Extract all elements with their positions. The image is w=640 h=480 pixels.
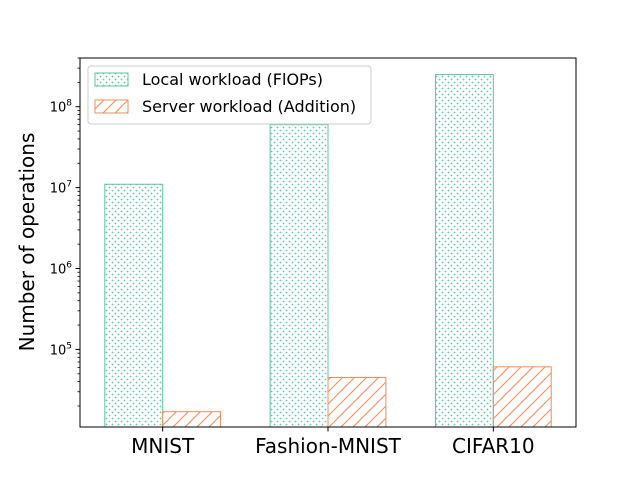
bar-local-cifar10 xyxy=(434,74,494,428)
y-tick-label-1e5: 105 xyxy=(50,341,72,358)
legend-swatch-server xyxy=(94,99,129,114)
y-tick-label-1e8: 108 xyxy=(50,99,73,116)
legend-label-local: Local workload (FlOPs) xyxy=(142,70,323,89)
bar-server-fashion-mnist xyxy=(327,376,387,428)
y-axis-label: Number of operations xyxy=(15,133,39,352)
bar-server-cifar10 xyxy=(492,366,552,428)
legend-swatch-local xyxy=(94,72,129,87)
legend: Local workload (FlOPs) Server workload (… xyxy=(87,65,372,125)
y-tick-label-1e6: 106 xyxy=(50,261,73,278)
y-axis: 105 106 107 108 xyxy=(50,57,80,407)
legend-frame xyxy=(87,65,372,125)
bar-local-fashion-mnist xyxy=(269,124,329,428)
x-axis: MNIST Fashion-MNIST CIFAR10 xyxy=(131,427,535,458)
x-tick-label: CIFAR10 xyxy=(452,434,535,458)
y-tick-label-1e7: 107 xyxy=(50,180,72,197)
bars-group xyxy=(104,74,552,428)
legend-label-server: Server workload (Addition) xyxy=(142,97,356,116)
x-tick-label: Fashion-MNIST xyxy=(255,434,402,458)
bar-local-mnist xyxy=(104,183,164,428)
x-tick-label: MNIST xyxy=(131,434,195,458)
bar-server-mnist xyxy=(162,411,222,428)
